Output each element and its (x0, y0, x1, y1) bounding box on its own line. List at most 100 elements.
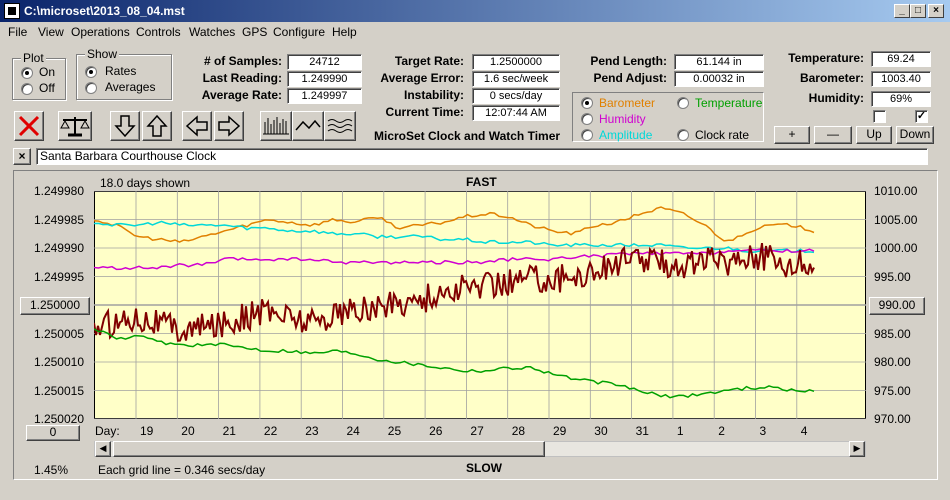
arrow-up-button[interactable] (142, 111, 172, 141)
barometer-label: Barometer (599, 96, 656, 110)
bars-view-button[interactable] (260, 111, 292, 141)
clear-clock-name-button[interactable]: × (13, 148, 31, 165)
center-rate-button[interactable]: 1.250000 (20, 297, 90, 315)
down-button[interactable]: Down (896, 126, 934, 144)
maximize-button[interactable]: □ (910, 4, 926, 18)
menu-file[interactable]: File (8, 25, 28, 39)
menu-help[interactable]: Help (332, 25, 357, 39)
red-x-icon (18, 115, 40, 137)
last-reading-label: Last Reading: (202, 71, 282, 85)
fast-label: FAST (466, 175, 497, 189)
show-group: Show Rates Averages (76, 47, 172, 100)
x-tick-label: 4 (800, 424, 808, 438)
x-tick-label: 19 (140, 424, 154, 438)
current-time-value: 12:07:44 AM (472, 105, 560, 121)
barometer-reading-label: Barometer: (799, 71, 864, 85)
y-tick-label: 1.249990 (33, 241, 84, 255)
y2-tick-label: 985.00 (874, 326, 911, 341)
y2-tick-label: 970.00 (874, 412, 911, 426)
scroll-thumb[interactable] (113, 441, 545, 457)
y-tick-label: 1.249995 (33, 269, 84, 284)
temperature-radio[interactable] (677, 97, 689, 109)
y-tick-label: 1.250015 (33, 383, 84, 398)
clock-name-input[interactable]: Santa Barbara Courthouse Clock (36, 148, 928, 165)
scroll-right-button[interactable]: ▶ (849, 441, 865, 457)
series-amplitude (94, 220, 815, 254)
show-averages-radio[interactable] (85, 82, 97, 94)
x-tick-label: 31 (635, 424, 649, 438)
minimize-button[interactable]: _ (894, 4, 910, 18)
app-icon (4, 3, 20, 19)
average-error-value: 1.6 sec/week (472, 71, 560, 87)
menu-operations[interactable]: Operations (71, 25, 130, 39)
y-tick-label: 1.250020 (33, 412, 84, 426)
zero-button[interactable]: 0 (26, 425, 80, 441)
instability-value: 0 secs/day (472, 88, 560, 104)
close-window-button[interactable]: × (928, 4, 944, 18)
percent-readout: 1.45% (34, 463, 69, 477)
show-rates-label: Rates (105, 64, 137, 78)
average-rate-value: 1.249997 (287, 88, 362, 104)
arrow-down-icon (114, 115, 136, 138)
day-axis-label: Day: (95, 424, 120, 438)
slow-label: SLOW (466, 461, 502, 475)
menu-configure[interactable]: Configure (273, 25, 326, 39)
checkbox-right[interactable]: ✓ (915, 110, 928, 123)
humidity-reading-value: 69% (871, 91, 931, 107)
x-tick-label: 3 (759, 424, 767, 438)
clock-rate-radio[interactable] (677, 129, 689, 141)
arrow-down-button[interactable] (110, 111, 140, 141)
target-rate-label: Target Rate: (394, 54, 464, 68)
y2-tick-label: 1010.00 (874, 184, 918, 198)
up-button[interactable]: Up (856, 126, 892, 144)
show-rates-radio[interactable] (85, 66, 97, 78)
arrow-left-button[interactable] (182, 111, 212, 141)
app-name-label: MicroSet Clock and Watch Timer (374, 129, 561, 143)
menu-view[interactable]: View (38, 25, 64, 39)
temperature-label: Temperature (695, 96, 763, 110)
last-reading-value: 1.249990 (287, 71, 362, 87)
balance-button[interactable] (58, 111, 92, 141)
humidity-radio[interactable] (581, 113, 593, 125)
window-title: C:\microset\2013_08_04.mst (24, 4, 185, 18)
plus-button[interactable]: + (774, 126, 810, 144)
minus-button[interactable]: — (814, 126, 852, 144)
average-error-label: Average Error: (380, 71, 464, 85)
series-humidity (94, 248, 815, 271)
amplitude-radio[interactable] (581, 129, 593, 141)
menu-watches[interactable]: Watches (189, 25, 236, 39)
right-center-button[interactable]: 990.00 (869, 297, 925, 315)
y2-tick-label: 1000.00 (874, 241, 918, 255)
humidity-label: Humidity (599, 112, 646, 126)
stop-button[interactable] (14, 111, 44, 141)
y2-tick-label: 995.00 (874, 269, 911, 284)
menu-gps[interactable]: GPS (242, 25, 268, 39)
show-group-title: Show (85, 47, 120, 61)
bar-graph-icon (263, 117, 289, 135)
amplitude-label: Amplitude (599, 128, 653, 142)
show-averages-label: Averages (105, 80, 156, 94)
plot-off-radio[interactable] (21, 83, 33, 95)
pend-adjust-value: 0.00032 in (674, 71, 764, 87)
samples-value: 24712 (287, 54, 362, 70)
clock-rate-label: Clock rate (695, 128, 750, 142)
checkbox-left[interactable] (873, 110, 886, 123)
title-bar: C:\microset\2013_08_04.mst _ □ × (0, 0, 950, 22)
target-rate-value: 1.2500000 (472, 54, 560, 70)
wave-view-button[interactable] (324, 111, 356, 141)
samples-label: # of Samples: (203, 54, 282, 68)
temperature-reading-label: Temperature: (788, 51, 864, 65)
arrow-right-button[interactable] (214, 111, 244, 141)
line-view-button[interactable] (292, 111, 324, 141)
menu-controls[interactable]: Controls (136, 25, 181, 39)
horizontal-scrollbar[interactable]: ◀ ▶ (94, 441, 866, 457)
scroll-left-button[interactable]: ◀ (95, 441, 111, 457)
x-tick-label: 24 (346, 424, 360, 438)
barometer-radio[interactable] (581, 97, 593, 109)
x-tick-label: 2 (718, 424, 725, 438)
wave-icon (327, 119, 353, 133)
arrow-left-icon (185, 115, 208, 137)
x-tick-label: 1 (676, 424, 684, 438)
plot-on-radio[interactable] (21, 67, 33, 79)
balance-scale-icon (60, 117, 90, 137)
